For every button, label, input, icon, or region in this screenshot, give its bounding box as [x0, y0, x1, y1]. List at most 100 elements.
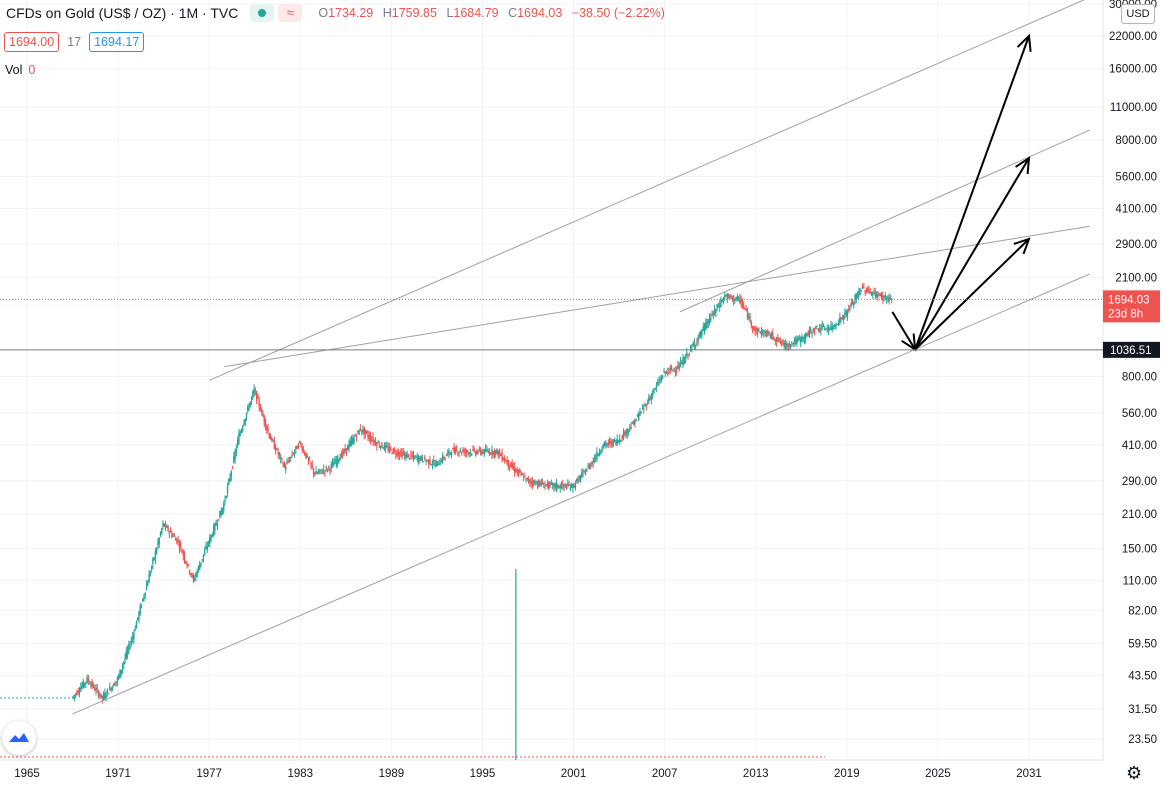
candle-body	[839, 317, 841, 324]
data-point	[633, 421, 636, 424]
candle-body	[860, 290, 863, 292]
candle-body	[281, 458, 283, 460]
candle-body	[200, 562, 202, 565]
data-point	[405, 454, 408, 457]
gear-icon[interactable]: ⚙	[1126, 763, 1143, 783]
data-point	[815, 327, 818, 329]
candle-body	[145, 584, 148, 590]
candle-body	[668, 367, 670, 370]
data-point	[542, 483, 544, 486]
candle-body	[624, 431, 626, 435]
candle-body	[681, 362, 683, 364]
candle-body	[493, 451, 496, 455]
arrow-line	[914, 238, 1030, 351]
x-tick-label: 1977	[196, 768, 222, 780]
arrow-head	[901, 333, 917, 352]
candle-body	[802, 337, 804, 339]
candle-body	[205, 546, 207, 549]
candle-body	[739, 298, 741, 303]
tradingview-logo-icon[interactable]	[2, 721, 36, 755]
candle-body	[197, 566, 200, 570]
candle-body	[191, 575, 193, 577]
candle-body	[550, 483, 553, 485]
data-point	[785, 344, 787, 347]
candle-body	[711, 314, 713, 316]
candle-body	[641, 407, 644, 409]
candle-body	[158, 537, 160, 545]
candle-body	[732, 296, 735, 301]
candle-body	[400, 450, 402, 454]
volume-legend[interactable]: Vol 0	[5, 63, 36, 77]
candle-body	[673, 368, 675, 370]
candle-body	[660, 378, 663, 380]
candle-body	[826, 327, 828, 329]
candle-body	[498, 450, 501, 454]
candle-body	[835, 325, 837, 327]
candle-body	[258, 399, 260, 407]
candle-body	[195, 574, 197, 577]
candle-body	[473, 448, 475, 451]
candle-body	[131, 636, 134, 640]
candle-body	[449, 452, 451, 454]
candle-body	[686, 352, 688, 356]
candle-body	[307, 458, 310, 460]
candle-body	[558, 486, 560, 489]
data-point	[314, 473, 317, 475]
candle-body	[588, 464, 591, 470]
candle-body	[212, 526, 215, 536]
candle-body	[745, 309, 747, 311]
candle-body	[135, 621, 138, 629]
candle-body	[105, 695, 107, 698]
candle-body	[474, 452, 477, 454]
data-point	[663, 371, 666, 374]
data-problem-icon[interactable]: ≈	[278, 4, 303, 22]
arrow-head	[1016, 33, 1032, 52]
candle-body	[584, 472, 587, 476]
y-tick-label: 800.00	[1122, 371, 1157, 383]
candle-body	[120, 669, 122, 675]
candle-body	[554, 484, 556, 487]
market-status-icon[interactable]	[250, 4, 275, 22]
candle-body	[639, 411, 641, 416]
y-tick-label: 2100.00	[1115, 272, 1157, 284]
candle-body	[249, 401, 251, 407]
candle-body	[386, 446, 388, 448]
candle-body	[677, 364, 679, 370]
candle-body	[841, 317, 844, 319]
candle-body	[529, 479, 531, 483]
candle-body	[92, 685, 95, 687]
y-tick-label: 43.50	[1128, 671, 1157, 683]
candle-body	[460, 452, 463, 454]
data-point	[861, 287, 863, 289]
candle-body	[288, 460, 291, 462]
candle-body	[407, 454, 410, 456]
hline-badge	[1103, 341, 1160, 358]
candle-body	[659, 379, 661, 381]
bid-button[interactable]: 1694.00	[4, 32, 60, 52]
candle-body	[764, 331, 766, 333]
currency-button[interactable]: USD	[1121, 4, 1155, 24]
candle-body	[230, 471, 233, 477]
candle-body	[813, 332, 816, 334]
ask-button[interactable]: 1694.17	[89, 32, 145, 52]
candle-body	[507, 459, 510, 467]
candle-body	[532, 480, 535, 484]
candle-body	[696, 341, 698, 343]
candle-body	[544, 484, 546, 486]
candle-body	[615, 441, 617, 445]
candle-body	[161, 528, 163, 534]
candle-body	[640, 411, 642, 413]
candle-body	[812, 328, 814, 332]
candle-body	[870, 292, 873, 295]
candle-body	[682, 358, 684, 366]
candle-body	[168, 532, 171, 534]
candle-body	[169, 529, 172, 533]
symbol-title[interactable]: CFDs on Gold (US$ / OZ) · 1M · TVC	[6, 5, 239, 21]
candle-body	[259, 407, 262, 411]
candle-body	[488, 451, 491, 455]
candle-body	[277, 451, 279, 455]
data-point	[679, 365, 681, 368]
candle-body	[255, 391, 258, 401]
